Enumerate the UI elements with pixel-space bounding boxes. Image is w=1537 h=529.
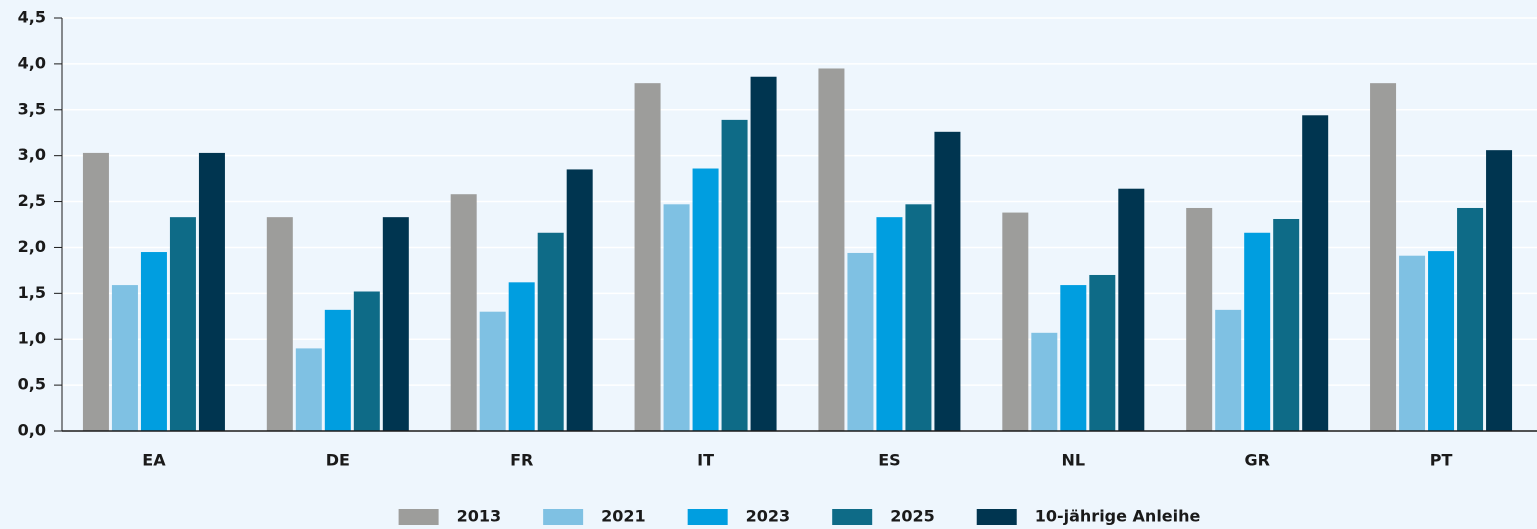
bar [1089, 274, 1116, 431]
bar [266, 217, 293, 431]
bar [1186, 207, 1213, 431]
bar [1031, 332, 1058, 431]
bar [847, 252, 874, 431]
bar [1273, 218, 1300, 431]
bar [1302, 115, 1329, 431]
bar [450, 194, 477, 431]
x-tick-label: EA [142, 451, 166, 470]
bar [382, 217, 409, 431]
x-tick-label: DE [326, 451, 350, 470]
bar [721, 119, 748, 431]
bar [82, 152, 109, 431]
bar [1486, 150, 1513, 431]
bar [905, 204, 932, 431]
bar [1060, 285, 1087, 431]
bar [818, 68, 845, 431]
bar [1399, 255, 1426, 431]
y-tick-label: 1,0 [18, 329, 46, 348]
bar [566, 169, 593, 431]
bar [169, 217, 196, 431]
legend-label: 2021 [601, 507, 646, 526]
legend-swatch [543, 509, 584, 525]
bar [1118, 188, 1145, 431]
bar [198, 152, 225, 431]
bar [663, 204, 690, 431]
y-tick-label: 4,0 [18, 53, 46, 72]
x-tick-label: PT [1430, 451, 1453, 470]
bar [1244, 232, 1271, 431]
legend-swatch [398, 509, 439, 525]
bar [1370, 83, 1397, 431]
x-tick-label: NL [1062, 451, 1086, 470]
bar [750, 76, 777, 431]
x-tick-label: IT [697, 451, 714, 470]
bar [479, 311, 506, 431]
x-tick-label: ES [878, 451, 900, 470]
legend-label: 2013 [457, 507, 502, 526]
bar [508, 282, 535, 431]
legend-label: 2025 [890, 507, 935, 526]
bar [353, 291, 380, 431]
bar [1457, 207, 1484, 431]
legend-swatch [832, 509, 873, 525]
bar [634, 83, 661, 431]
y-tick-label: 0,5 [18, 375, 46, 394]
bar [934, 131, 961, 431]
bar [692, 168, 719, 431]
bar [140, 252, 167, 431]
y-tick-label: 3,0 [18, 145, 46, 164]
legend-swatch [687, 509, 728, 525]
bar [324, 309, 351, 431]
bar [1002, 212, 1029, 431]
y-tick-label: 2,5 [18, 191, 46, 210]
legend-swatch [976, 509, 1017, 525]
bar [111, 285, 138, 431]
legend-label: 10-jährige Anleihe [1035, 507, 1201, 526]
y-tick-label: 3,5 [18, 99, 46, 118]
y-tick-label: 0,0 [18, 421, 46, 440]
legend-label: 2023 [746, 507, 791, 526]
bar [1428, 251, 1455, 431]
bar [876, 217, 903, 431]
y-tick-label: 1,5 [18, 283, 46, 302]
y-tick-label: 2,0 [18, 237, 46, 256]
bar [537, 232, 564, 431]
bar [1215, 309, 1242, 431]
x-tick-label: GR [1244, 451, 1269, 470]
x-tick-label: FR [510, 451, 533, 470]
bar [295, 348, 322, 431]
y-tick-label: 4,5 [18, 8, 46, 27]
